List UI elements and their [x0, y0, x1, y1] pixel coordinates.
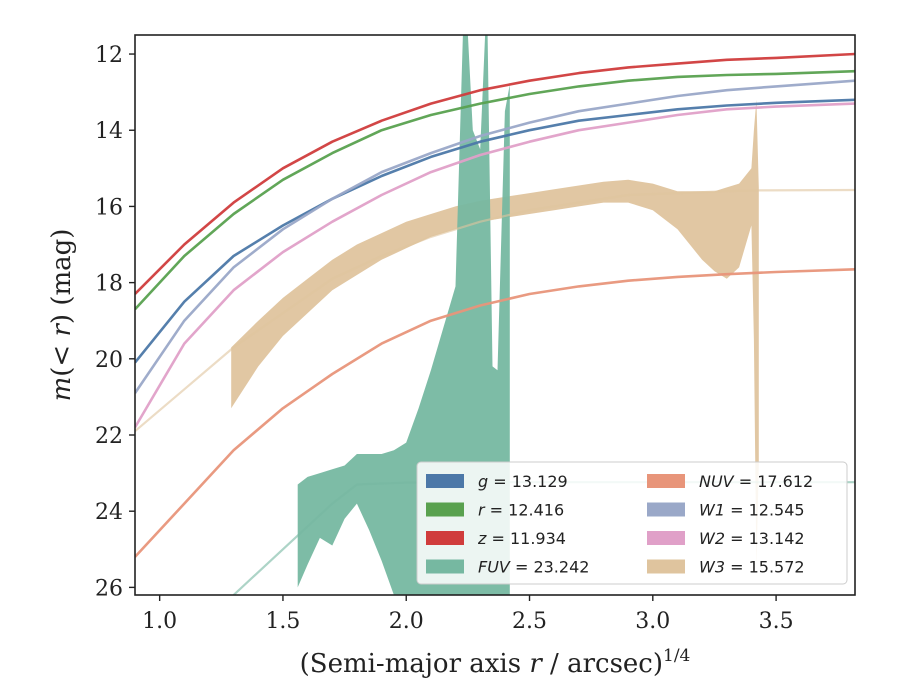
y-tick-label: 24	[95, 500, 123, 525]
legend-label-w2: W2 = 13.142	[699, 529, 805, 548]
series-line-z	[135, 52, 855, 295]
legend-label-w3: W3 = 15.572	[699, 558, 805, 577]
series-line-w3	[135, 188, 855, 433]
series-layer	[135, 52, 855, 595]
y-axis-label: m(< r) (mag)	[47, 229, 77, 402]
legend-label-z: z = 11.934	[477, 529, 566, 548]
y-tick-label: 22	[95, 424, 123, 449]
legend: g = 13.129 r = 12.416 z = 11.934 FUV = 23.2…	[416, 461, 848, 585]
y-tick-label: 12	[95, 43, 123, 68]
y-axis: 12 14 16 18 20 22 24 26	[95, 43, 135, 601]
band-fuv	[297, 35, 510, 595]
y-tick-label: 26	[95, 576, 123, 601]
legend-swatch-w3	[647, 559, 685, 574]
y-tick-label: 16	[95, 195, 123, 220]
x-axis-label: (Semi-major axis r / arcsec)1/4	[300, 646, 691, 679]
y-tick-label: 18	[95, 272, 123, 297]
legend-swatch-nuv	[647, 474, 685, 488]
legend-swatch-fuv	[426, 559, 464, 574]
x-tick-label: 1.0	[142, 609, 177, 634]
y-tick-label: 20	[95, 348, 123, 373]
legend-swatch-r	[426, 502, 464, 517]
x-tick-label: 3.5	[759, 609, 794, 634]
legend-label-nuv: NUV = 17.612	[699, 472, 813, 491]
legend-box	[416, 461, 848, 585]
series-line-w2	[135, 102, 855, 429]
legend-label-r: r = 12.416	[478, 501, 564, 520]
legend-swatch-w1	[647, 502, 685, 517]
band-layer	[231, 35, 759, 595]
x-tick-label: 2.5	[512, 609, 547, 634]
y-tick-label: 14	[95, 119, 123, 144]
plot-frame	[134, 34, 856, 596]
legend-swatch-g	[426, 474, 464, 488]
x-tick-label: 3.0	[635, 609, 670, 634]
x-tick-label: 2.0	[389, 609, 424, 634]
series-line-g	[135, 98, 855, 364]
legend-label-fuv: FUV = 23.242	[478, 558, 589, 577]
x-tick-label: 1.5	[265, 609, 300, 634]
legend-label-g: g = 13.129	[478, 472, 568, 491]
x-axis: 1.0 1.5 2.0 2.5 3.0 3.5	[142, 595, 794, 634]
series-line-w1	[135, 79, 855, 394]
legend-swatch-z	[426, 531, 464, 545]
legend-swatch-w2	[647, 531, 685, 545]
series-line-nuv	[135, 268, 855, 558]
series-line-r	[135, 69, 855, 311]
legend-label-w1: W1 = 12.545	[699, 501, 805, 520]
